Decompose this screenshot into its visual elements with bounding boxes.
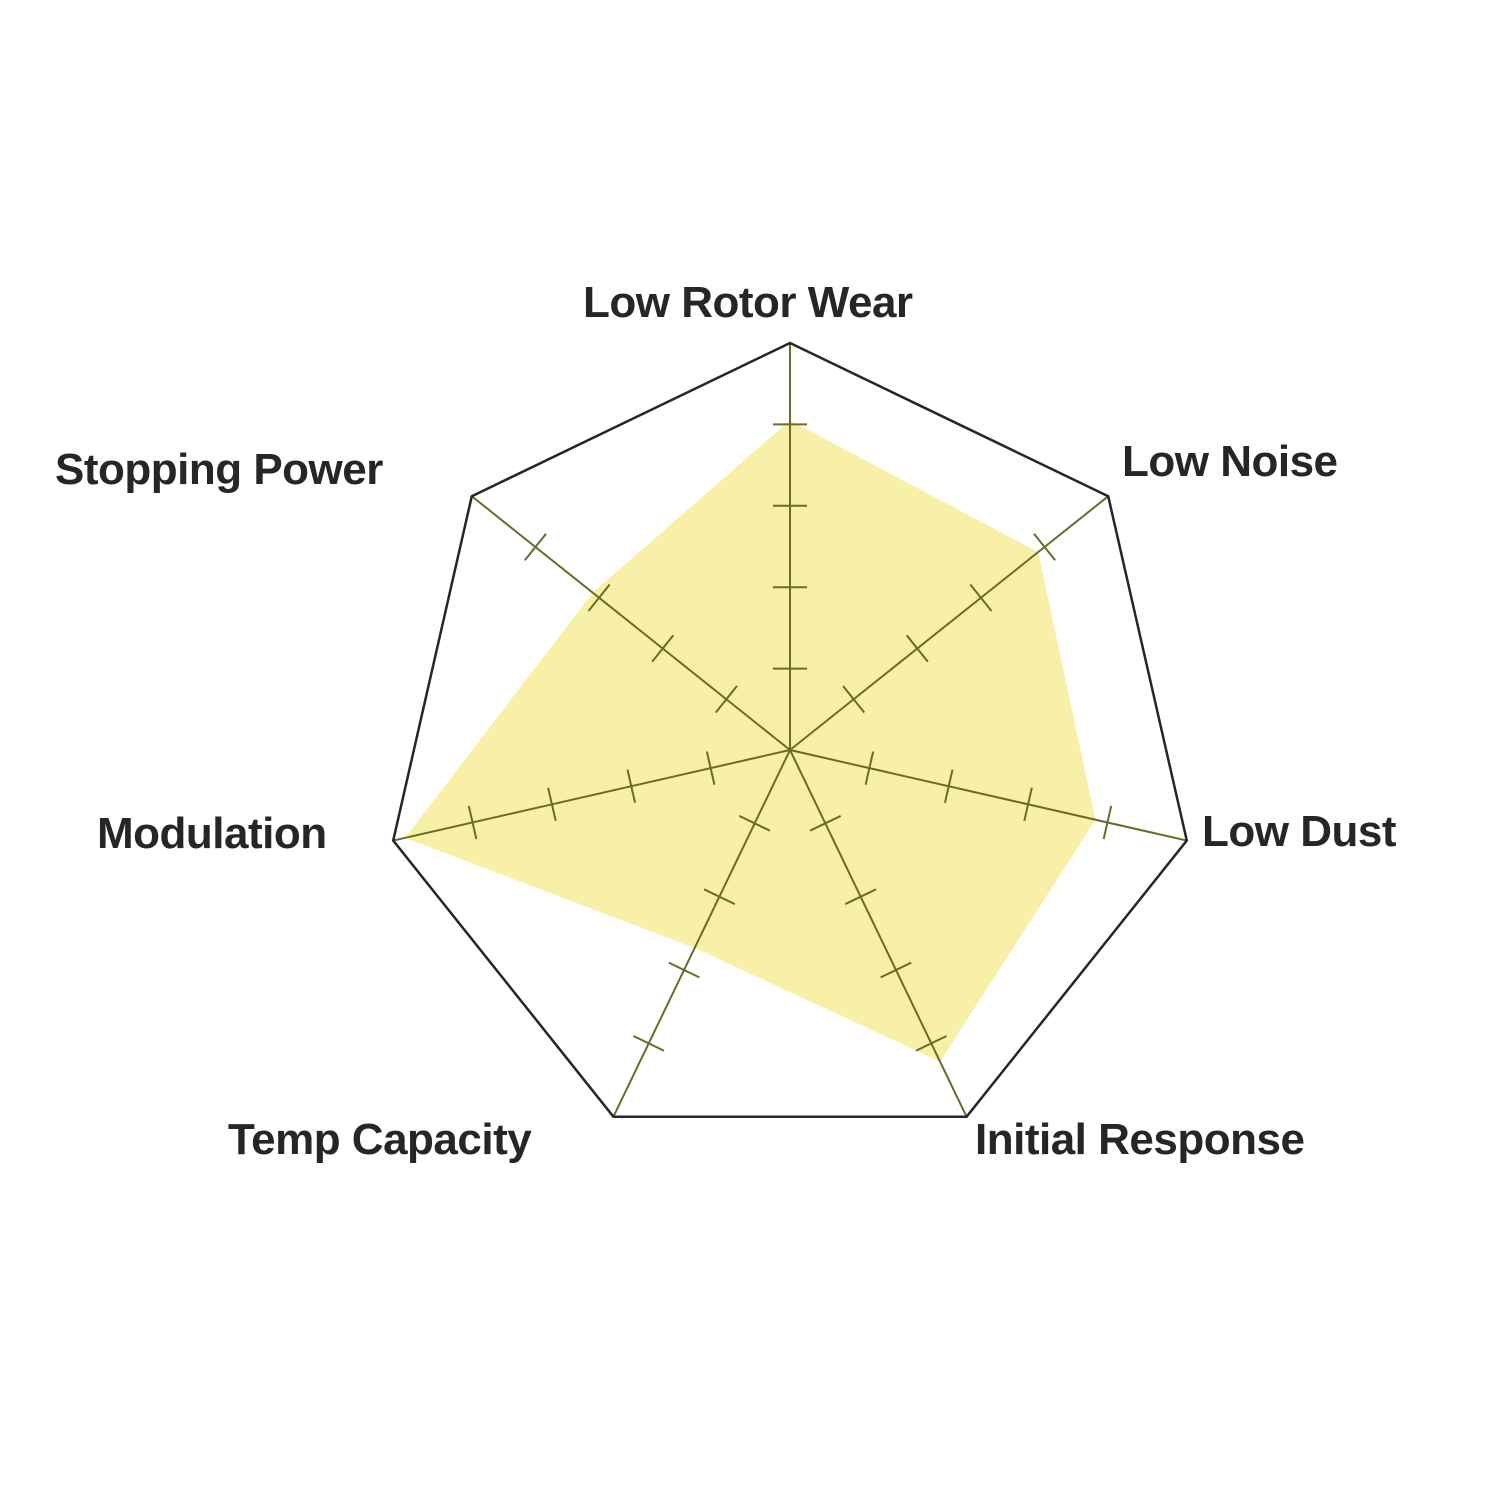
axis-tick-5-1 <box>626 769 637 804</box>
axis-tick-1-1 <box>905 634 929 663</box>
axis-label-temp-capacity: Temp Capacity <box>228 1115 532 1164</box>
axis-tick-3-3 <box>915 1035 948 1052</box>
axis-label-low-noise: Low Noise <box>1122 437 1338 486</box>
axis-tick-3-1 <box>844 888 877 905</box>
axis-tick-2-3 <box>1102 805 1113 840</box>
axis-tick-6-2 <box>587 583 611 612</box>
axis-tick-5-2 <box>547 787 557 822</box>
axis-spoke-5 <box>392 749 791 842</box>
axis-tick-3-2 <box>880 961 912 979</box>
axis-spoke-1 <box>789 495 1109 751</box>
axis-tick-6-0 <box>714 685 738 714</box>
axis-tick-4-0 <box>738 815 771 832</box>
axis-spoke-3 <box>789 749 968 1118</box>
axis-tick-4-2 <box>668 961 700 979</box>
axis-label-initial-response: Initial Response <box>975 1115 1305 1164</box>
axis-tick-marks-group <box>467 423 1113 1052</box>
outer-boundary-heptagon <box>391 341 1189 1118</box>
axis-spoke-2 <box>789 749 1188 842</box>
axis-tick-2-0 <box>864 751 875 785</box>
axis-tick-2-1 <box>943 769 954 804</box>
axis-tick-5-0 <box>705 751 716 785</box>
axis-tick-4-1 <box>703 888 736 905</box>
axis-label-stopping-power: Stopping Power <box>55 445 383 494</box>
axis-tick-6-1 <box>651 634 675 663</box>
axis-tick-4-3 <box>632 1035 665 1052</box>
axis-tick-3-0 <box>809 815 842 832</box>
axis-spoke-4 <box>612 749 791 1118</box>
axis-label-modulation: Modulation <box>97 809 327 858</box>
axis-lines-group <box>392 343 1188 1118</box>
axis-tick-1-0 <box>842 685 866 714</box>
axis-tick-5-3 <box>467 805 478 840</box>
axis-label-low-dust: Low Dust <box>1202 807 1396 856</box>
axis-label-low-rotor-wear: Low Rotor Wear <box>583 278 913 327</box>
axis-tick-1-3 <box>1033 533 1056 561</box>
axis-tick-6-3 <box>524 533 547 561</box>
series-fill-polygon <box>405 420 1096 1062</box>
axis-tick-1-2 <box>969 583 993 612</box>
axis-tick-2-2 <box>1023 787 1033 822</box>
axis-spoke-6 <box>471 495 791 751</box>
